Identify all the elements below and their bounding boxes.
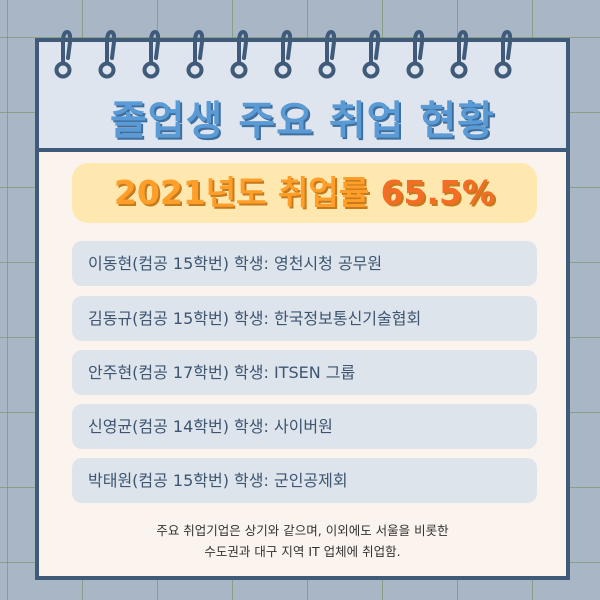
ring-icon <box>406 28 425 88</box>
ring-icon <box>450 28 469 88</box>
footer-line: 수도권과 대구 지역 IT 업체에 취업함. <box>204 544 401 559</box>
notepad-card: 졸업생 주요 취업 현황 2021년도 취업률 65.5% 이동현(컴공 15학… <box>35 29 570 580</box>
list-item: 안주현(컴공 17학번) 학생: ITSEN 그룹 <box>72 350 537 395</box>
ring-icon <box>186 28 205 88</box>
ring-icon <box>142 28 161 88</box>
page-title: 졸업생 주요 취업 현황 <box>110 98 495 144</box>
ring-icon <box>494 28 513 88</box>
ring-icon <box>362 28 381 88</box>
ring-icon <box>274 28 293 88</box>
ring-icon <box>318 28 337 88</box>
ring-icon <box>230 28 249 88</box>
rate-label: 2021년도 취업률 <box>113 173 370 212</box>
list-item: 박태원(컴공 15학번) 학생: 군인공제회 <box>72 458 537 503</box>
employment-rate-banner: 2021년도 취업률 65.5% <box>72 163 537 223</box>
ring-icon <box>54 28 73 88</box>
list-item: 김동규(컴공 15학번) 학생: 한국정보통신기술협회 <box>72 296 537 341</box>
header: 졸업생 주요 취업 현황 <box>39 29 566 152</box>
rate-value: 65.5% <box>380 173 496 212</box>
ring-icon <box>98 28 117 88</box>
footer-line: 주요 취업기업은 상기와 같으며, 이외에도 서울을 비롯한 <box>156 523 449 538</box>
list-item: 신영균(컴공 14학번) 학생: 사이버원 <box>72 404 537 449</box>
list-item: 이동현(컴공 15학번) 학생: 영천시청 공무원 <box>72 241 537 286</box>
